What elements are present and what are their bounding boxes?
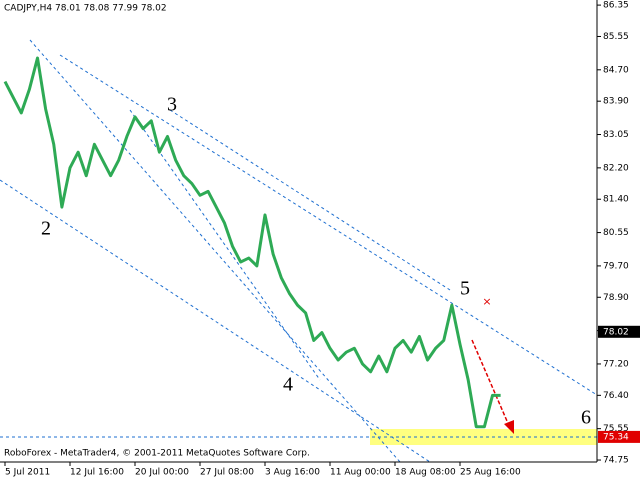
x-tick-label: 12 Jul 16:00 [70,468,124,478]
annotation: 2 [41,218,51,240]
chart-title: CADJPY,H4 78.01 78.08 77.99 78.02 [4,4,167,14]
x-tick-label: 18 Aug 08:00 [395,468,456,478]
price-line [3,56,501,429]
y-tick-label: 78.90 [603,293,629,303]
x-tick-label: 20 Jul 00:00 [135,468,189,478]
price-mark [598,325,640,338]
annotation: 5 [460,278,470,300]
footer: RoboForex - MetaTrader4, © 2001-2011 Met… [4,449,310,459]
x-tick-label: 11 Aug 00:00 [330,468,391,478]
target-zone [370,429,597,445]
y-tick-label: 80.55 [603,228,629,238]
channel-line [59,54,598,396]
x-tick-label: 25 Aug 16:00 [460,468,521,478]
y-tick-label: 75.55 [603,424,629,434]
price-mark [598,430,640,443]
forecast-arrow [471,339,511,429]
y-tick-label: 84.70 [603,65,629,75]
y-tick-label: 79.70 [603,261,629,271]
channel-line [169,109,451,291]
x-tick-label: 27 Jul 08:00 [200,468,254,478]
price-mark-label: 75.34 [603,432,629,442]
channel-line [129,109,321,381]
y-tick-label: 85.55 [603,32,629,42]
arrow-head [504,420,514,434]
y-tick-label: 83.05 [603,130,629,140]
marker-x: × [482,295,491,308]
y-tick-label: 82.20 [603,163,629,173]
annotation: 3 [167,94,177,116]
channels [0,39,598,463]
annotation: 6 [581,407,591,429]
y-tick-label: 74.75 [603,456,629,466]
annotation: 4 [283,374,293,396]
x-tick-label: 5 Jul 2011 [5,468,50,478]
price-mark-label: 78.02 [603,327,629,337]
y-tick-label: 81.40 [603,195,629,205]
y-tick-label: 76.40 [603,391,629,401]
y-tick-label: 77.20 [603,359,629,369]
y-tick-label: 86.35 [603,1,629,11]
y-tick-label: 83.90 [603,97,629,107]
x-tick-label: 3 Aug 16:00 [265,468,320,478]
